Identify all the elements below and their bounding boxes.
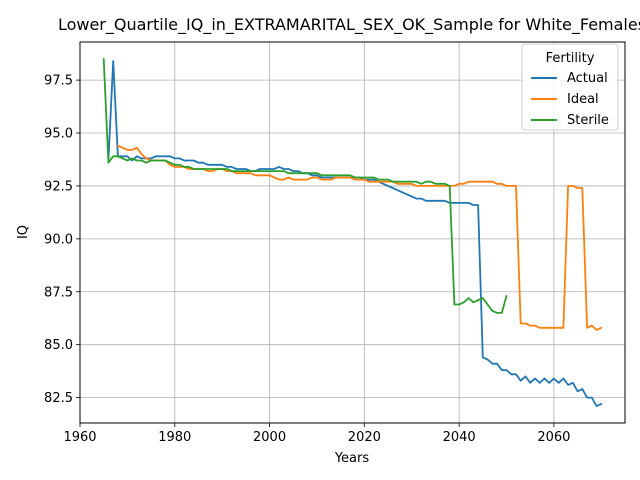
- legend-entry-ideal: Ideal: [567, 92, 599, 107]
- y-tick-label: 95.0: [44, 127, 73, 142]
- series-line-sterile: [102, 58, 508, 314]
- y-tick-label: 97.5: [44, 74, 73, 89]
- x-tick-label: 2040: [443, 430, 476, 445]
- chart-title: Lower_Quartile_IQ_in_EXTRAMARITAL_SEX_OK…: [58, 15, 640, 35]
- x-tick-label: 1960: [63, 430, 96, 445]
- legend-title: Fertility: [546, 51, 595, 66]
- x-axis-label: Years: [334, 451, 370, 466]
- legend-entry-sterile: Sterile: [567, 113, 609, 128]
- y-tick-label: 87.5: [44, 285, 73, 300]
- plot-frame: [79, 41, 626, 424]
- x-axis: 1960 1980 2000 2020 2040 2060: [63, 423, 570, 445]
- y-tick-label: 90.0: [44, 232, 73, 247]
- y-tick-label: 85.0: [44, 338, 73, 353]
- x-tick-label: 1980: [158, 430, 191, 445]
- x-tick-label: 2020: [348, 430, 381, 445]
- y-tick-label: 92.5: [44, 179, 73, 194]
- x-tick-label: 2000: [253, 430, 286, 445]
- y-axis: 82.5 85.0 87.5 90.0 92.5 95.0 97.5: [44, 74, 80, 406]
- legend-box: [521, 43, 619, 131]
- y-tick-label: 82.5: [44, 391, 73, 406]
- x-tick-label: 2060: [537, 430, 570, 445]
- series-lines: [102, 58, 603, 408]
- y-axis-label: IQ: [16, 225, 31, 239]
- grid: [79, 42, 625, 423]
- legend-entry-actual: Actual: [567, 71, 608, 86]
- legend: Fertility Actual Ideal Sterile: [521, 43, 619, 131]
